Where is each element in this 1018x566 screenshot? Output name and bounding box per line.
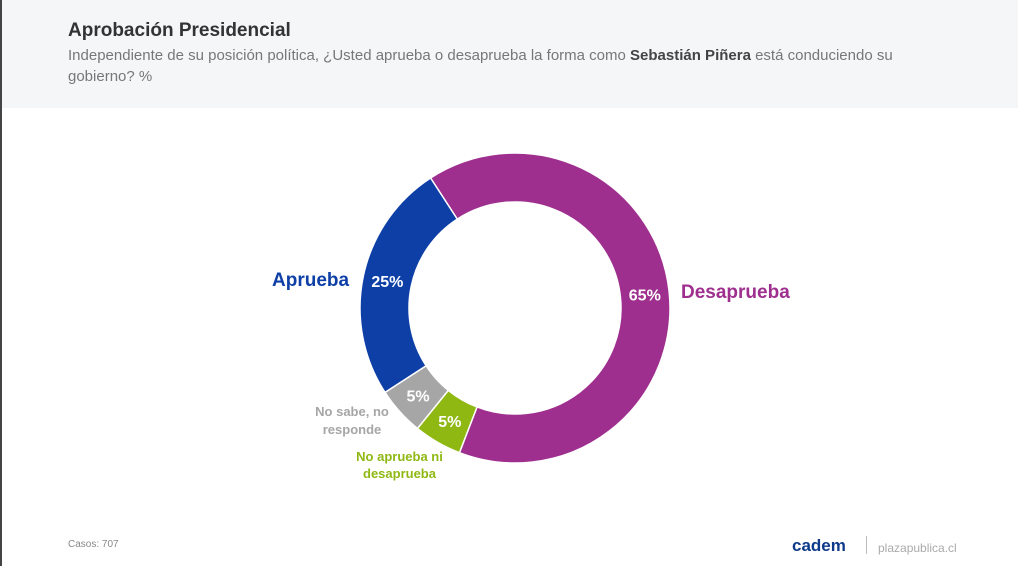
legend-aprueba: Aprueba xyxy=(272,270,350,291)
divider xyxy=(866,536,867,554)
slice-value-label: 25% xyxy=(371,274,403,291)
subtitle-bold: Sebastián Piñera xyxy=(630,47,751,64)
question-text: Independiente de su posición política, ¿… xyxy=(68,45,898,87)
slice-value-label: 5% xyxy=(406,388,429,405)
legend-desaprueba: Desaprueba xyxy=(681,282,790,303)
slice-0 xyxy=(429,152,671,464)
slice-3 xyxy=(359,176,459,394)
subtitle-part: está conduciendo su gobierno? % xyxy=(68,47,893,85)
page-title: Aprobación Presidencial xyxy=(68,20,291,41)
cadem-logo: cadem xyxy=(792,536,846,555)
legend-no-sabe: No sabe, no responde xyxy=(315,404,389,437)
legend-ni: No aprueba ni desaprueba xyxy=(356,449,443,481)
subtitle-part: Independiente de su posición política, ¿… xyxy=(68,47,631,64)
slice-value-label: 65% xyxy=(629,287,661,304)
site-link[interactable]: plazapublica.cl xyxy=(878,541,957,555)
header xyxy=(2,0,1018,108)
slice-value-label: 5% xyxy=(438,414,461,431)
cases-count: Casos: 707 xyxy=(68,539,119,550)
